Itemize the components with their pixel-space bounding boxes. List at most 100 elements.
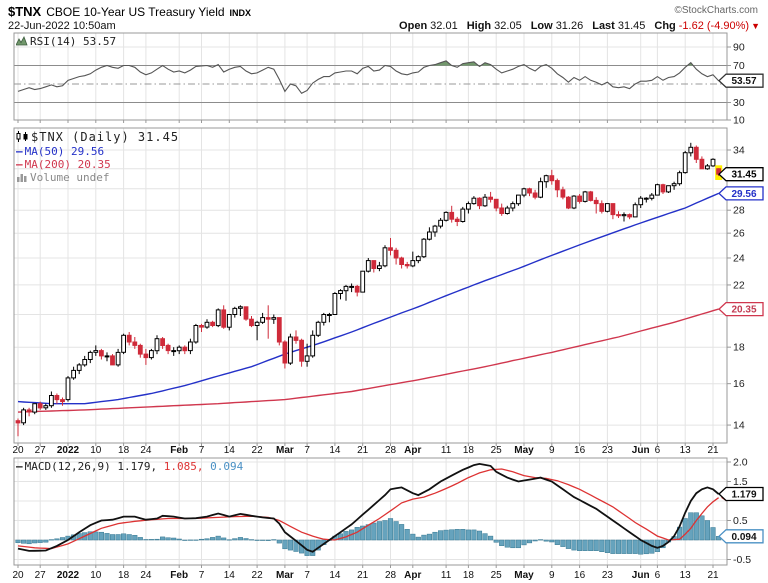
x-axis-label: 28 (385, 445, 397, 456)
macd-hist-value: 0.094 (210, 460, 244, 473)
x-axis-label: 7 (199, 445, 205, 456)
macd-plot (15, 462, 727, 556)
open-value: 32.01 (430, 20, 458, 32)
open-label: Open (399, 20, 428, 32)
rsi-plot (17, 60, 719, 95)
macd-line-icon: — (16, 460, 23, 473)
svg-text:28: 28 (733, 205, 745, 217)
price-legend-label: $TNX (Daily) 31.45 (31, 130, 180, 144)
x-axis-label: 7 (199, 570, 205, 581)
high-label: High (466, 20, 492, 32)
x-axis-label: 11 (441, 570, 452, 581)
low-label: Low (530, 20, 553, 32)
x-axis-label: 23 (602, 445, 614, 456)
low-value: 31.26 (555, 20, 584, 32)
x-axis-label: May (514, 445, 534, 456)
x-axis-label: 11 (441, 445, 452, 456)
svg-text:1.5: 1.5 (733, 476, 748, 488)
x-axis-label: 21 (357, 445, 369, 456)
x-axis-label: 13 (680, 570, 692, 581)
badge-value: 53.57 (731, 76, 756, 87)
ma200-legend-label: MA(200) 20.35 (24, 158, 111, 171)
x-axis-label: 7 (304, 570, 310, 581)
change-down-arrow-icon: ▼ (751, 21, 760, 31)
x-axis-label: 14 (224, 570, 236, 581)
x-axis-label: Feb (170, 445, 188, 456)
last-label: Last (592, 20, 615, 32)
macd-legend-label: MACD(12,26,9) 1.179, (24, 460, 158, 473)
svg-text:24: 24 (733, 252, 745, 264)
svg-text:34: 34 (733, 145, 745, 157)
x-axis-label: Mar (276, 570, 294, 581)
x-axis-label: 6 (655, 570, 661, 581)
chart-datetime: 22-Jun-2022 10:50am (8, 20, 116, 32)
last-value: 31.45 (617, 20, 646, 32)
x-axis-label: 2022 (57, 570, 80, 581)
x-axis-label: 21 (707, 570, 719, 581)
price-legend: $TNX (Daily) 31.45 — MA(50) 29.56 — MA(200… (16, 131, 179, 185)
badge-value: 0.094 (731, 532, 756, 543)
svg-text:14: 14 (733, 420, 745, 432)
svg-text:18: 18 (733, 342, 745, 354)
x-axis-label: 18 (463, 445, 475, 456)
x-axis-label: 20 (12, 570, 24, 581)
x-axis-label: 28 (385, 570, 397, 581)
candlestick-icon (16, 131, 29, 145)
header-title-row: $TNX CBOE 10-Year US Treasury Yield INDX (8, 3, 251, 21)
x-axis-label: Feb (170, 570, 188, 581)
ma50-legend-label: MA(50) 29.56 (24, 145, 105, 158)
x-axis-label: 23 (602, 570, 614, 581)
rsi-area-icon (15, 36, 28, 49)
badge-value: 1.179 (731, 490, 756, 501)
x-axis-label: 10 (90, 570, 102, 581)
x-axis-label: 16 (574, 445, 586, 456)
macd-legend: — MACD(12,26,9) 1.179, 1.085, 0.094 (16, 460, 243, 473)
badge-value: 31.45 (731, 170, 756, 181)
ma50-line-icon: — (16, 145, 23, 158)
ma200-line-icon: — (16, 158, 23, 171)
volume-legend-label: Volume undef (30, 171, 110, 184)
badge-value: 20.35 (731, 305, 756, 316)
change-label: Chg (654, 20, 676, 32)
axis-labels: 9070301034282624221816142.01.50.5-0.5202… (12, 42, 751, 582)
svg-text:30: 30 (733, 97, 745, 109)
svg-text:70: 70 (733, 60, 745, 72)
x-axis-label: 21 (357, 570, 369, 581)
x-axis-label: 27 (35, 570, 47, 581)
volume-bars-icon (16, 172, 28, 185)
x-axis-label: 18 (463, 570, 475, 581)
x-axis-label: 22 (252, 445, 264, 456)
x-axis-label: 27 (35, 445, 47, 456)
x-axis-label: Apr (404, 570, 421, 581)
svg-text:0.5: 0.5 (733, 515, 748, 527)
svg-text:-0.5: -0.5 (733, 554, 751, 566)
x-axis-label: 24 (140, 570, 152, 581)
x-axis-label: 16 (574, 570, 586, 581)
x-axis-label: 10 (90, 445, 102, 456)
svg-text:26: 26 (733, 228, 745, 240)
x-axis-label: 24 (140, 445, 152, 456)
x-axis-label: 25 (491, 570, 503, 581)
x-axis-label: 9 (549, 570, 555, 581)
svg-text:10: 10 (733, 115, 745, 127)
x-axis-label: 6 (655, 445, 661, 456)
svg-text:2.0: 2.0 (733, 457, 748, 469)
x-axis-label: 14 (224, 445, 236, 456)
x-axis-label: 14 (329, 445, 341, 456)
macd-signal-value: 1.085, (163, 460, 204, 473)
copyright: ©StockCharts.com (674, 5, 758, 16)
x-axis-label: 25 (491, 445, 503, 456)
exchange-tag: INDX (229, 8, 252, 18)
symbol: $TNX (8, 4, 42, 19)
x-axis-label: 22 (252, 570, 264, 581)
svg-text:16: 16 (733, 378, 745, 390)
chart-title: CBOE 10-Year US Treasury Yield (46, 5, 225, 19)
value-badges: 53.57 31.45 29.56 20.35 1.179 0.094 (718, 73, 764, 544)
x-axis-label: 9 (549, 445, 555, 456)
x-axis-label: 21 (707, 445, 719, 456)
x-axis-label: Mar (276, 445, 294, 456)
svg-text:22: 22 (733, 279, 745, 291)
x-axis-label: 18 (118, 570, 130, 581)
